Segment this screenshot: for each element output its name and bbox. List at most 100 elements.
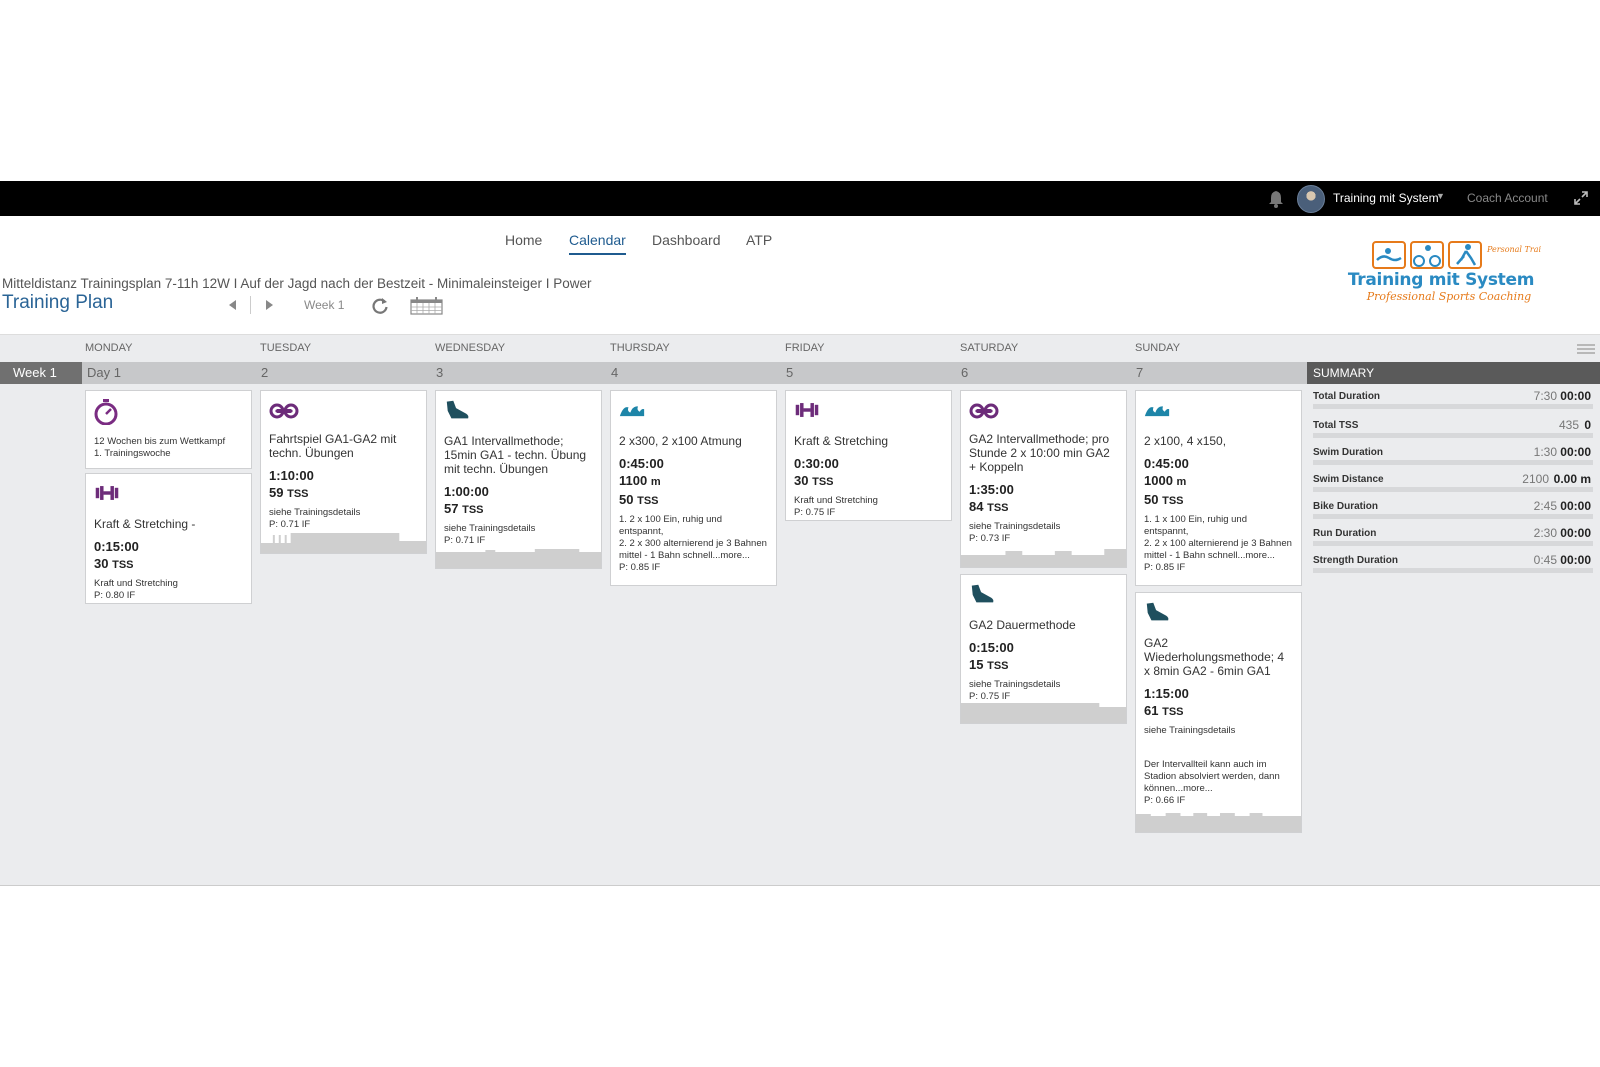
workout-card[interactable]: 2 x100, 4 x150, 0:45:00 1000 m 50 TSS 1.…: [1135, 390, 1302, 586]
summary-header: SUMMARY: [1307, 362, 1600, 384]
summary-row: Strength Duration 0:45 00:00: [1313, 551, 1593, 577]
workout-description: siehe Trainingsdetails: [969, 521, 1061, 532]
summary-row: Swim Distance 2100 0.00 m: [1313, 470, 1593, 496]
workout-duration: 0:15:00: [969, 640, 1014, 655]
event-card[interactable]: 12 Wochen bis zum Wettkampf 1. Trainings…: [85, 390, 252, 469]
divider: [250, 296, 251, 314]
summary-row: Swim Duration 1:30 00:00: [1313, 443, 1593, 469]
bell-icon[interactable]: [1268, 190, 1284, 208]
day-number: 5: [786, 365, 794, 380]
workout-duration: 0:15:00: [94, 539, 139, 554]
workout-card[interactable]: Fahrtspiel GA1-GA2 mit techn. Übungen 1:…: [260, 390, 427, 554]
workout-card[interactable]: GA2 Intervallmethode; pro Stunde 2 x 10:…: [960, 390, 1127, 568]
workout-intensity: P: 0.80 IF: [94, 590, 136, 601]
workout-intensity: P: 0.75 IF: [969, 691, 1011, 702]
workout-tss: 50 TSS: [619, 492, 659, 507]
day-number: 4: [611, 365, 619, 380]
workout-card[interactable]: GA2 Dauermethode 0:15:00 15 TSS siehe Tr…: [960, 574, 1127, 724]
workout-tss: 15 TSS: [969, 657, 1009, 672]
day-header-friday: FRIDAY: [785, 342, 825, 354]
workout-card[interactable]: GA2 Wiederholungsmethode; 4 x 8min GA2 -…: [1135, 592, 1302, 833]
event-line: 12 Wochen bis zum Wettkampf: [94, 436, 226, 447]
summary-row: Total TSS 435 0: [1313, 416, 1593, 442]
day-number: Day 1: [87, 365, 121, 380]
workout-tss: 59 TSS: [269, 485, 309, 500]
week-selector[interactable]: Week 1: [304, 298, 345, 312]
day-header-wednesday: WEDNESDAY: [435, 342, 506, 354]
logo-badge-text: Personal Training: [1486, 245, 1541, 254]
wave-icon: [619, 399, 645, 421]
workout-duration: 1:10:00: [269, 468, 314, 483]
workout-description: Kraft und Stretching: [794, 495, 878, 506]
workout-intensity: P: 0.75 IF: [794, 507, 836, 518]
workout-card[interactable]: Kraft & Stretching - 0:15:00 30 TSS Kraf…: [85, 473, 252, 604]
workout-intensity: P: 0.71 IF: [444, 535, 486, 546]
workout-duration: 1:35:00: [969, 482, 1014, 497]
workout-description: 1. 2 x 100 Ein, ruhig und entspannt, 2. …: [619, 514, 767, 561]
workout-title: Fahrtspiel GA1-GA2 mit techn. Übungen: [269, 432, 397, 460]
day-header-saturday: SATURDAY: [960, 342, 1019, 354]
workout-duration: 0:30:00: [794, 456, 839, 471]
workout-card[interactable]: 2 x300, 2 x100 Atmung 0:45:00 1100 m 50 …: [610, 390, 777, 586]
logo-tagline: Professional Sports Coaching: [1366, 290, 1532, 303]
avatar[interactable]: [1297, 185, 1325, 213]
workout-distance: 1100 m: [619, 473, 661, 488]
workout-description: Kraft und Stretching: [94, 578, 178, 589]
menu-icon[interactable]: [1577, 344, 1595, 354]
day-number: 7: [1136, 365, 1144, 380]
day-number: 6: [961, 365, 969, 380]
week-row: [0, 362, 1307, 384]
workout-description: siehe Trainingsdetails: [1144, 725, 1236, 736]
workout-title: GA1 Intervallmethode; 15min GA1 - techn.…: [444, 434, 587, 476]
workout-title: GA2 Intervallmethode; pro Stunde 2 x 10:…: [969, 432, 1110, 474]
workout-description: siehe Trainingsdetails: [269, 507, 361, 518]
top-bar: Training mit System ▼ Coach Account: [0, 181, 1600, 216]
workout-card[interactable]: GA1 Intervallmethode; 15min GA1 - techn.…: [435, 390, 602, 569]
workout-tss: 50 TSS: [1144, 492, 1184, 507]
nav-calendar[interactable]: Calendar: [569, 232, 626, 255]
workout-title: 2 x300, 2 x100 Atmung: [619, 434, 742, 448]
nav-dashboard[interactable]: Dashboard: [652, 232, 721, 248]
workout-description: siehe Trainingsdetails: [969, 679, 1061, 690]
page-title: Training Plan: [2, 292, 114, 313]
intensity-graph: [1136, 813, 1301, 832]
chevron-down-icon[interactable]: ▼: [1436, 191, 1445, 201]
calendar-icon[interactable]: [410, 297, 443, 315]
workout-title: 2 x100, 4 x150,: [1144, 434, 1227, 448]
workout-tss: 61 TSS: [1144, 703, 1184, 718]
shoe-icon: [1144, 601, 1170, 623]
workout-title: Kraft & Stretching: [794, 434, 889, 448]
workout-distance: 1000 m: [1144, 473, 1187, 488]
workout-intensity: P: 0.66 IF: [1144, 795, 1186, 806]
workout-card[interactable]: Kraft & Stretching 0:30:00 30 TSS Kraft …: [785, 390, 952, 521]
brand-logo: Personal Training Training mit System Pr…: [1341, 238, 1541, 308]
workout-title: GA2 Dauermethode: [969, 618, 1076, 632]
intensity-graph: [961, 703, 1126, 723]
main-nav: Home Calendar Dashboard ATP: [0, 232, 1600, 255]
summary-row: Bike Duration 2:45 00:00: [1313, 497, 1593, 523]
wave-icon: [1144, 399, 1170, 421]
workout-title: Kraft & Stretching -: [94, 517, 196, 531]
workout-intensity: P: 0.85 IF: [619, 562, 661, 573]
stopwatch-icon: [94, 399, 118, 425]
next-week-icon[interactable]: [266, 300, 273, 310]
workout-duration: 0:45:00: [619, 456, 664, 471]
nav-atp[interactable]: ATP: [746, 232, 773, 248]
previous-week-icon[interactable]: [229, 300, 236, 310]
day-header-tuesday: TUESDAY: [260, 342, 312, 354]
day-header-thursday: THURSDAY: [610, 342, 670, 354]
refresh-icon[interactable]: [371, 297, 389, 315]
workout-intensity: P: 0.71 IF: [269, 519, 311, 530]
bike-icon: [269, 403, 299, 419]
workout-tss: 57 TSS: [444, 501, 484, 516]
user-name[interactable]: Training mit System: [1333, 191, 1439, 205]
summary-row: Total Duration 7:30 00:00: [1313, 387, 1593, 413]
workout-title: GA2 Wiederholungsmethode; 4 x 8min GA2 -…: [1144, 636, 1285, 678]
coach-account-link[interactable]: Coach Account: [1467, 191, 1548, 205]
nav-home[interactable]: Home: [505, 232, 543, 248]
expand-icon[interactable]: [1573, 190, 1589, 206]
day-number: 3: [436, 365, 444, 380]
intensity-graph: [261, 533, 426, 553]
workout-tss: 30 TSS: [94, 556, 134, 571]
summary-row: Run Duration 2:30 00:00: [1313, 524, 1593, 550]
